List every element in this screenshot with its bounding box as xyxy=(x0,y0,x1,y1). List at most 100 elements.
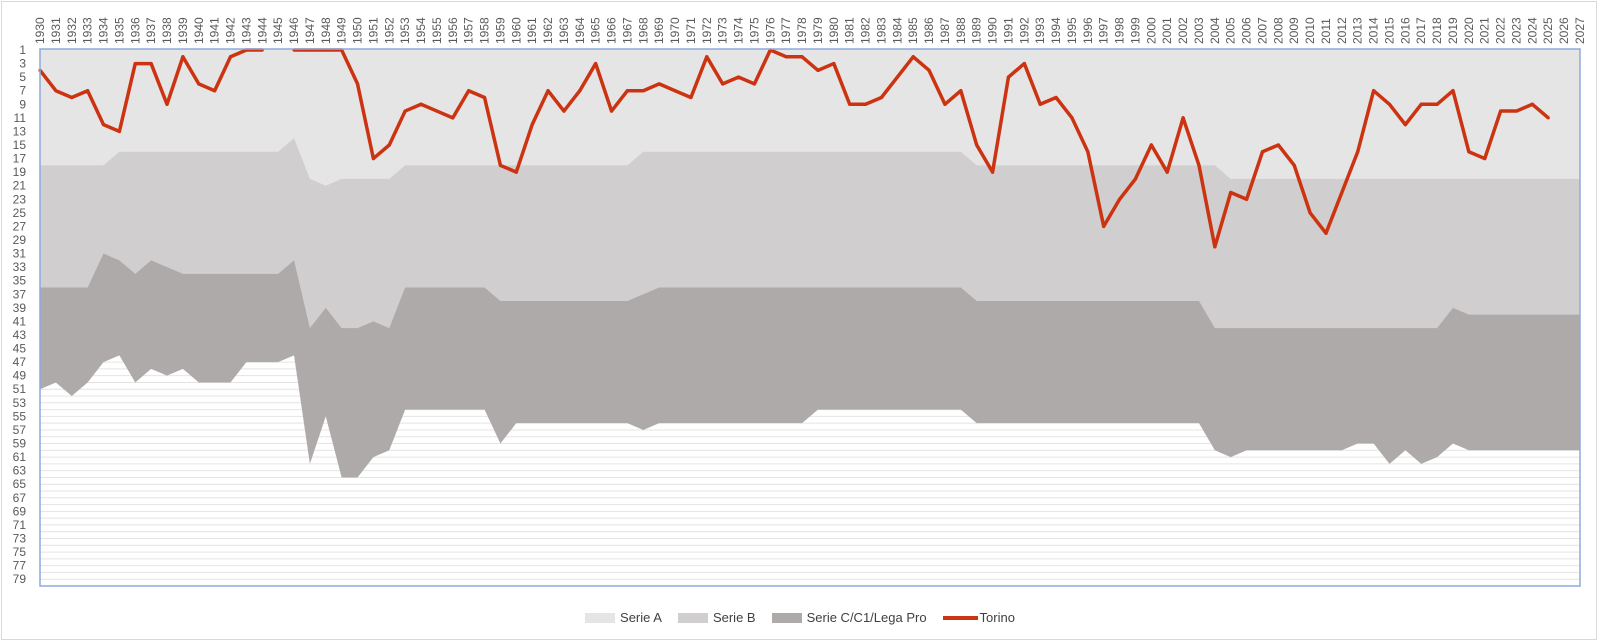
data-point-torino xyxy=(1165,170,1169,174)
x-tick-label: 1990 xyxy=(986,17,1000,44)
data-point-torino xyxy=(784,55,788,59)
x-tick-label: 1998 xyxy=(1113,17,1127,44)
legend-label-torino: Torino xyxy=(979,610,1015,625)
y-tick-label: 77 xyxy=(13,559,27,573)
x-tick-label: 1935 xyxy=(112,17,126,44)
data-point-torino xyxy=(498,163,503,167)
y-tick-label: 45 xyxy=(13,342,27,356)
data-point-torino xyxy=(594,61,598,66)
y-tick-label: 51 xyxy=(13,382,27,396)
x-tick-label: 2027 xyxy=(1573,17,1587,44)
x-tick-label: 1978 xyxy=(795,17,809,44)
y-tick-label: 27 xyxy=(13,219,27,233)
x-tick-label: 1996 xyxy=(1081,17,1095,44)
x-tick-label: 1970 xyxy=(668,17,682,44)
x-tick-label: 1993 xyxy=(1033,17,1047,44)
x-tick-label: 2016 xyxy=(1398,17,1412,44)
x-tick-label: 1958 xyxy=(478,17,492,44)
y-tick-label: 37 xyxy=(13,287,27,301)
y-tick-label: 17 xyxy=(13,152,27,166)
x-tick-label: 1932 xyxy=(65,17,79,44)
data-point-torino xyxy=(1022,61,1026,66)
x-tick-label: 1976 xyxy=(763,17,777,44)
x-tick-label: 1989 xyxy=(970,17,984,44)
x-tick-label: 1946 xyxy=(287,17,301,44)
data-point-torino xyxy=(721,82,725,86)
y-tick-label: 59 xyxy=(13,437,27,451)
data-point-torino xyxy=(689,95,693,100)
legend-item-serie-c: Serie C/C1/Lega Pro xyxy=(771,610,927,625)
legend-swatch-torino xyxy=(942,615,978,620)
y-tick-label: 21 xyxy=(13,179,27,193)
data-point-torino xyxy=(514,170,518,174)
data-point-torino xyxy=(705,55,709,59)
x-tick-label: 1995 xyxy=(1065,17,1079,44)
data-point-torino xyxy=(1070,116,1074,120)
data-point-torino xyxy=(959,89,963,93)
x-tick-label: 2015 xyxy=(1382,17,1396,44)
x-tick-label: 1953 xyxy=(398,17,412,44)
y-tick-label: 71 xyxy=(13,518,27,532)
x-tick-label: 1931 xyxy=(49,17,63,44)
x-tick-label: 1980 xyxy=(827,17,841,44)
data-point-torino xyxy=(197,82,201,86)
x-tick-label: 1940 xyxy=(192,17,206,44)
y-tick-label: 67 xyxy=(13,491,27,505)
x-tick-label: 1957 xyxy=(462,17,476,44)
data-point-torino xyxy=(1467,150,1471,154)
data-point-torino xyxy=(736,75,741,79)
x-tick-label: 1992 xyxy=(1017,17,1031,44)
x-tick-label: 2000 xyxy=(1144,17,1158,44)
y-tick-label: 79 xyxy=(13,572,27,586)
x-tick-label: 1974 xyxy=(732,17,746,44)
x-tick-label: 1973 xyxy=(716,17,730,44)
data-point-torino xyxy=(1006,75,1011,79)
data-point-torino xyxy=(86,89,90,93)
x-tick-label: 2005 xyxy=(1224,17,1238,44)
y-tick-label: 57 xyxy=(13,423,27,437)
data-point-torino xyxy=(451,116,455,120)
x-tick-label: 1987 xyxy=(938,17,952,44)
legend-label-serie-b: Serie B xyxy=(712,610,756,625)
x-tick-label: 2019 xyxy=(1446,17,1460,44)
x-tick-label: 1977 xyxy=(779,17,793,44)
data-point-torino xyxy=(546,89,550,93)
data-point-torino xyxy=(1387,102,1392,106)
data-point-torino xyxy=(133,61,137,66)
data-point-torino xyxy=(1499,109,1503,113)
data-point-torino xyxy=(419,102,423,106)
data-point-torino xyxy=(1340,190,1344,195)
data-point-torino xyxy=(975,143,979,147)
data-point-torino xyxy=(403,109,407,113)
x-tick-label: 2025 xyxy=(1541,17,1555,44)
x-tick-label: 1979 xyxy=(811,17,825,44)
data-point-torino xyxy=(673,89,677,93)
data-point-torino xyxy=(387,143,391,147)
y-tick-label: 13 xyxy=(13,124,27,138)
x-tick-label: 2002 xyxy=(1176,17,1190,44)
x-tick-label: 1943 xyxy=(239,17,253,44)
data-point-torino xyxy=(1292,163,1296,167)
y-tick-label: 49 xyxy=(13,369,27,383)
data-point-torino xyxy=(1356,150,1360,154)
y-tick-label: 75 xyxy=(13,545,27,559)
data-point-torino xyxy=(895,75,899,79)
data-point-torino xyxy=(1229,190,1233,195)
data-point-torino xyxy=(562,109,566,113)
legend-swatch-serie-b xyxy=(677,612,708,623)
x-tick-label: 1948 xyxy=(319,17,333,44)
y-tick-label: 73 xyxy=(13,532,27,546)
data-point-torino xyxy=(1530,102,1534,106)
x-tick-label: 1944 xyxy=(255,17,269,44)
x-tick-label: 2007 xyxy=(1255,17,1269,44)
plot-area-border xyxy=(39,48,1581,587)
x-tick-label: 2008 xyxy=(1271,17,1285,44)
x-tick-label: 2024 xyxy=(1525,17,1539,44)
y-tick-label: 39 xyxy=(13,301,27,315)
data-point-torino xyxy=(467,89,471,93)
x-tick-label: 1971 xyxy=(684,17,698,44)
y-tick-label: 33 xyxy=(13,260,27,274)
x-tick-label: 1933 xyxy=(81,17,95,44)
y-tick-label: 7 xyxy=(19,84,26,98)
